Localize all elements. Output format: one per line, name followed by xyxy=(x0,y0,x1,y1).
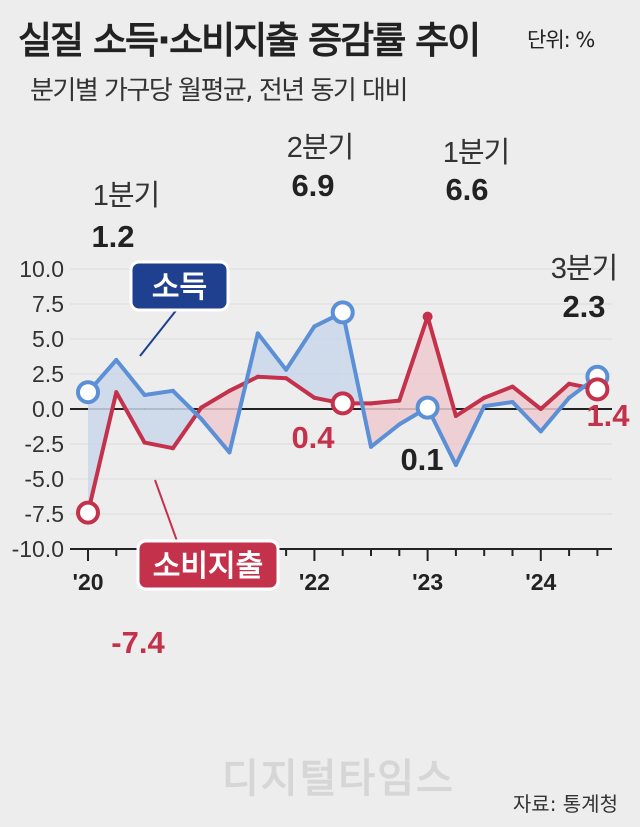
y-tick-label: 10.0 xyxy=(19,256,64,282)
expenditure-point xyxy=(369,401,373,406)
legend-income-box xyxy=(129,260,230,312)
expenditure-point xyxy=(453,414,458,418)
expenditure-point xyxy=(482,395,487,400)
x-tick-label: '20 xyxy=(72,569,103,595)
income-point xyxy=(510,400,515,404)
difference-band xyxy=(172,390,197,449)
annotation-value: 6.6 xyxy=(445,172,488,207)
difference-band xyxy=(201,390,230,453)
y-tick-label: 5.0 xyxy=(32,326,64,352)
difference-band xyxy=(427,316,456,465)
legend-income-label: 소득 xyxy=(152,271,207,304)
income-point xyxy=(369,444,373,449)
annotation-quarter: 3분기 xyxy=(551,253,618,285)
income-marker xyxy=(76,380,100,405)
income-point xyxy=(199,416,204,421)
y-tick-label: 2.5 xyxy=(32,361,64,387)
expenditure-point xyxy=(397,398,402,403)
income-point xyxy=(227,450,232,455)
income-point xyxy=(482,404,487,409)
expenditure-marker xyxy=(76,500,100,525)
annotation-quarter: 1분기 xyxy=(93,180,160,212)
income-point xyxy=(312,324,317,329)
y-tick-label: -10.0 xyxy=(12,536,64,562)
legend-expenditure-label: 소비지출 xyxy=(153,550,263,583)
difference-band xyxy=(540,383,570,432)
y-tick-label: 0.0 xyxy=(32,396,64,422)
income-point xyxy=(538,429,543,434)
unit-label: 단위: % xyxy=(527,28,595,52)
expenditure-point xyxy=(114,390,119,395)
expenditure-point xyxy=(170,446,175,451)
x-tick-label: '22 xyxy=(299,569,330,595)
annotation-value: 0.4 xyxy=(291,420,335,455)
income-point xyxy=(397,422,402,427)
expenditure-point xyxy=(199,405,204,410)
income-point xyxy=(453,463,458,467)
expenditure-point xyxy=(510,384,515,389)
income-point xyxy=(255,331,260,336)
difference-band xyxy=(144,390,173,449)
income-point xyxy=(170,388,175,393)
income-point xyxy=(567,395,572,400)
expenditure-marker xyxy=(330,391,355,416)
y-tick-label: -7.5 xyxy=(24,501,64,527)
legend-income-pointer xyxy=(139,307,179,357)
annotation-value: 1.2 xyxy=(91,219,134,254)
income-point xyxy=(142,393,147,397)
difference-band xyxy=(512,386,541,432)
annotation-value: 2.3 xyxy=(562,289,605,324)
annotation-quarter: 2분기 xyxy=(287,132,354,164)
expenditure-point xyxy=(227,388,232,393)
income-marker xyxy=(415,395,440,420)
difference-band xyxy=(116,360,145,443)
expenditure-marker xyxy=(585,377,610,402)
expenditure-point xyxy=(284,376,289,381)
expenditure-point xyxy=(142,440,147,445)
x-tick-label: '23 xyxy=(412,569,443,595)
y-tick-label: -2.5 xyxy=(24,431,64,457)
expenditure-peak-dot xyxy=(422,311,433,322)
source-label: 자료: 통계청 xyxy=(512,792,618,816)
difference-band xyxy=(286,326,315,398)
annotation-value: 6.9 xyxy=(291,168,334,203)
y-tick-label: -5.0 xyxy=(24,466,64,492)
difference-band xyxy=(371,400,400,447)
difference-band xyxy=(314,312,343,404)
income-marker xyxy=(330,300,355,325)
expenditure-point xyxy=(538,407,543,411)
chart-title: 실질 소득·소비지출 증감률 추이 xyxy=(18,19,481,62)
chart-subtitle: 분기별 가구당 월평균, 전년 동기 대비 xyxy=(30,76,408,106)
watermark: 디지털타임스 xyxy=(222,756,455,802)
annotation-quarter: 1분기 xyxy=(443,137,510,169)
y-tick-label: 7.5 xyxy=(32,291,64,317)
annotation-value: 0.1 xyxy=(400,442,443,477)
legend-expenditure-pointer xyxy=(154,479,178,542)
legend-expenditure-box xyxy=(136,539,280,591)
annotation-value: 1.4 xyxy=(586,398,630,433)
expenditure-point xyxy=(255,374,260,379)
expenditure-point xyxy=(312,395,317,400)
income-point xyxy=(114,358,119,362)
x-tick-label: '24 xyxy=(525,569,556,595)
income-point xyxy=(284,367,289,372)
expenditure-point xyxy=(567,381,572,386)
annotation-value: -7.4 xyxy=(111,625,165,660)
